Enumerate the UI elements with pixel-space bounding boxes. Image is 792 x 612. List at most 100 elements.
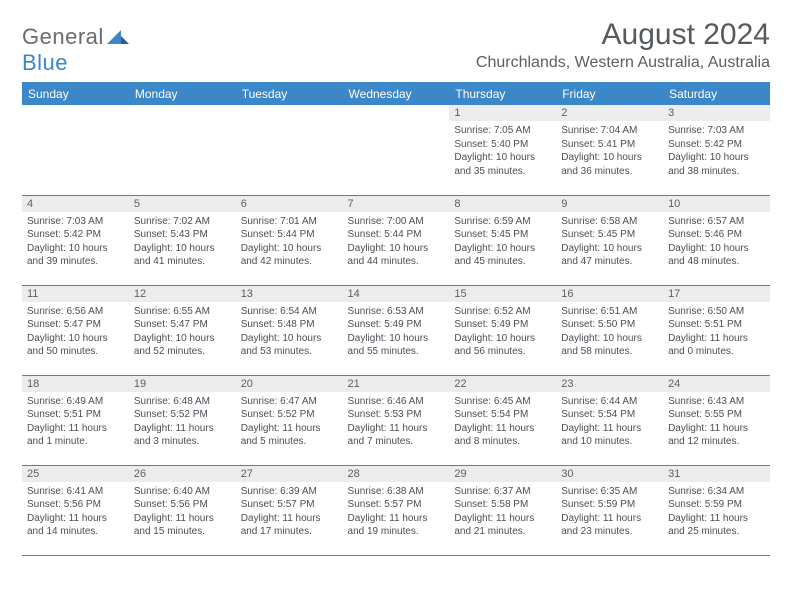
daylight-line: Daylight: 10 hours and 45 minutes. <box>454 242 551 269</box>
sunset-line: Sunset: 5:40 PM <box>454 138 551 152</box>
cell-body: Sunrise: 6:46 AMSunset: 5:53 PMDaylight:… <box>343 392 450 452</box>
calendar-cell: 9Sunrise: 6:58 AMSunset: 5:45 PMDaylight… <box>556 195 663 285</box>
daylight-line: Daylight: 10 hours and 52 minutes. <box>134 332 231 359</box>
cell-body: Sunrise: 6:44 AMSunset: 5:54 PMDaylight:… <box>556 392 663 452</box>
calendar-cell: 19Sunrise: 6:48 AMSunset: 5:52 PMDayligh… <box>129 375 236 465</box>
sunrise-line: Sunrise: 6:46 AM <box>348 395 445 409</box>
sunset-line: Sunset: 5:42 PM <box>27 228 124 242</box>
cell-body: Sunrise: 6:47 AMSunset: 5:52 PMDaylight:… <box>236 392 343 452</box>
day-number: 28 <box>343 466 450 482</box>
calendar-cell: 28Sunrise: 6:38 AMSunset: 5:57 PMDayligh… <box>343 465 450 555</box>
daylight-line: Daylight: 11 hours and 0 minutes. <box>668 332 765 359</box>
calendar-cell: 7Sunrise: 7:00 AMSunset: 5:44 PMDaylight… <box>343 195 450 285</box>
cell-body: Sunrise: 6:45 AMSunset: 5:54 PMDaylight:… <box>449 392 556 452</box>
sunrise-line: Sunrise: 6:39 AM <box>241 485 338 499</box>
cell-body: Sunrise: 7:04 AMSunset: 5:41 PMDaylight:… <box>556 121 663 181</box>
calendar-cell: 5Sunrise: 7:02 AMSunset: 5:43 PMDaylight… <box>129 195 236 285</box>
day-number: 25 <box>22 466 129 482</box>
calendar-cell: 8Sunrise: 6:59 AMSunset: 5:45 PMDaylight… <box>449 195 556 285</box>
sunrise-line: Sunrise: 6:41 AM <box>27 485 124 499</box>
calendar-cell: 1Sunrise: 7:05 AMSunset: 5:40 PMDaylight… <box>449 105 556 195</box>
day-number: 9 <box>556 196 663 212</box>
calendar-cell: 2Sunrise: 7:04 AMSunset: 5:41 PMDaylight… <box>556 105 663 195</box>
daylight-line: Daylight: 11 hours and 23 minutes. <box>561 512 658 539</box>
cell-body: Sunrise: 6:43 AMSunset: 5:55 PMDaylight:… <box>663 392 770 452</box>
cell-body: Sunrise: 6:37 AMSunset: 5:58 PMDaylight:… <box>449 482 556 542</box>
calendar-cell: 15Sunrise: 6:52 AMSunset: 5:49 PMDayligh… <box>449 285 556 375</box>
cell-body: Sunrise: 6:57 AMSunset: 5:46 PMDaylight:… <box>663 212 770 272</box>
day-number: 31 <box>663 466 770 482</box>
calendar-cell: 18Sunrise: 6:49 AMSunset: 5:51 PMDayligh… <box>22 375 129 465</box>
day-number: 18 <box>22 376 129 392</box>
calendar-cell <box>236 105 343 195</box>
calendar-cell: 23Sunrise: 6:44 AMSunset: 5:54 PMDayligh… <box>556 375 663 465</box>
day-number: 4 <box>22 196 129 212</box>
cell-body: Sunrise: 6:48 AMSunset: 5:52 PMDaylight:… <box>129 392 236 452</box>
day-number: 29 <box>449 466 556 482</box>
cell-body: Sunrise: 6:41 AMSunset: 5:56 PMDaylight:… <box>22 482 129 542</box>
daylight-line: Daylight: 11 hours and 5 minutes. <box>241 422 338 449</box>
cell-body: Sunrise: 6:39 AMSunset: 5:57 PMDaylight:… <box>236 482 343 542</box>
sunset-line: Sunset: 5:54 PM <box>561 408 658 422</box>
sunset-line: Sunset: 5:47 PM <box>27 318 124 332</box>
cell-body: Sunrise: 7:05 AMSunset: 5:40 PMDaylight:… <box>449 121 556 181</box>
calendar-cell: 14Sunrise: 6:53 AMSunset: 5:49 PMDayligh… <box>343 285 450 375</box>
calendar-body: 1Sunrise: 7:05 AMSunset: 5:40 PMDaylight… <box>22 105 770 555</box>
cell-body: Sunrise: 7:03 AMSunset: 5:42 PMDaylight:… <box>663 121 770 181</box>
daylight-line: Daylight: 10 hours and 42 minutes. <box>241 242 338 269</box>
daylight-line: Daylight: 10 hours and 35 minutes. <box>454 151 551 178</box>
calendar-week-row: 18Sunrise: 6:49 AMSunset: 5:51 PMDayligh… <box>22 375 770 465</box>
calendar-cell: 11Sunrise: 6:56 AMSunset: 5:47 PMDayligh… <box>22 285 129 375</box>
day-number: 23 <box>556 376 663 392</box>
sunset-line: Sunset: 5:47 PM <box>134 318 231 332</box>
cell-body: Sunrise: 6:35 AMSunset: 5:59 PMDaylight:… <box>556 482 663 542</box>
calendar-week-row: 1Sunrise: 7:05 AMSunset: 5:40 PMDaylight… <box>22 105 770 195</box>
day-number: 22 <box>449 376 556 392</box>
calendar-cell: 26Sunrise: 6:40 AMSunset: 5:56 PMDayligh… <box>129 465 236 555</box>
sunset-line: Sunset: 5:57 PM <box>241 498 338 512</box>
day-number: 19 <box>129 376 236 392</box>
sunrise-line: Sunrise: 6:57 AM <box>668 215 765 229</box>
sunrise-line: Sunrise: 6:48 AM <box>134 395 231 409</box>
calendar-cell: 3Sunrise: 7:03 AMSunset: 5:42 PMDaylight… <box>663 105 770 195</box>
calendar-cell: 4Sunrise: 7:03 AMSunset: 5:42 PMDaylight… <box>22 195 129 285</box>
sunset-line: Sunset: 5:52 PM <box>241 408 338 422</box>
sunrise-line: Sunrise: 7:04 AM <box>561 124 658 138</box>
calendar-cell: 29Sunrise: 6:37 AMSunset: 5:58 PMDayligh… <box>449 465 556 555</box>
sunset-line: Sunset: 5:52 PM <box>134 408 231 422</box>
sunrise-line: Sunrise: 6:47 AM <box>241 395 338 409</box>
daylight-line: Daylight: 11 hours and 3 minutes. <box>134 422 231 449</box>
calendar-week-row: 25Sunrise: 6:41 AMSunset: 5:56 PMDayligh… <box>22 465 770 555</box>
sunset-line: Sunset: 5:51 PM <box>668 318 765 332</box>
daylight-line: Daylight: 10 hours and 44 minutes. <box>348 242 445 269</box>
sunrise-line: Sunrise: 7:01 AM <box>241 215 338 229</box>
cell-body: Sunrise: 6:34 AMSunset: 5:59 PMDaylight:… <box>663 482 770 542</box>
sunset-line: Sunset: 5:55 PM <box>668 408 765 422</box>
daylight-line: Daylight: 10 hours and 41 minutes. <box>134 242 231 269</box>
calendar-week-row: 11Sunrise: 6:56 AMSunset: 5:47 PMDayligh… <box>22 285 770 375</box>
daylight-line: Daylight: 10 hours and 58 minutes. <box>561 332 658 359</box>
location-text: Churchlands, Western Australia, Australi… <box>476 54 770 72</box>
calendar-cell: 12Sunrise: 6:55 AMSunset: 5:47 PMDayligh… <box>129 285 236 375</box>
day-number: 17 <box>663 286 770 302</box>
sunrise-line: Sunrise: 6:43 AM <box>668 395 765 409</box>
calendar-cell: 16Sunrise: 6:51 AMSunset: 5:50 PMDayligh… <box>556 285 663 375</box>
cell-body: Sunrise: 6:59 AMSunset: 5:45 PMDaylight:… <box>449 212 556 272</box>
month-title: August 2024 <box>476 18 770 52</box>
calendar-table: SundayMondayTuesdayWednesdayThursdayFrid… <box>22 82 770 556</box>
sunrise-line: Sunrise: 6:40 AM <box>134 485 231 499</box>
title-block: August 2024 Churchlands, Western Austral… <box>476 18 770 72</box>
sunset-line: Sunset: 5:58 PM <box>454 498 551 512</box>
daylight-line: Daylight: 11 hours and 8 minutes. <box>454 422 551 449</box>
sunset-line: Sunset: 5:43 PM <box>134 228 231 242</box>
cell-body: Sunrise: 6:51 AMSunset: 5:50 PMDaylight:… <box>556 302 663 362</box>
sunrise-line: Sunrise: 6:45 AM <box>454 395 551 409</box>
day-header: Sunday <box>22 83 129 106</box>
day-number: 20 <box>236 376 343 392</box>
sunset-line: Sunset: 5:54 PM <box>454 408 551 422</box>
daylight-line: Daylight: 10 hours and 53 minutes. <box>241 332 338 359</box>
day-number: 12 <box>129 286 236 302</box>
cell-body: Sunrise: 7:00 AMSunset: 5:44 PMDaylight:… <box>343 212 450 272</box>
sunrise-line: Sunrise: 7:02 AM <box>134 215 231 229</box>
sunset-line: Sunset: 5:48 PM <box>241 318 338 332</box>
